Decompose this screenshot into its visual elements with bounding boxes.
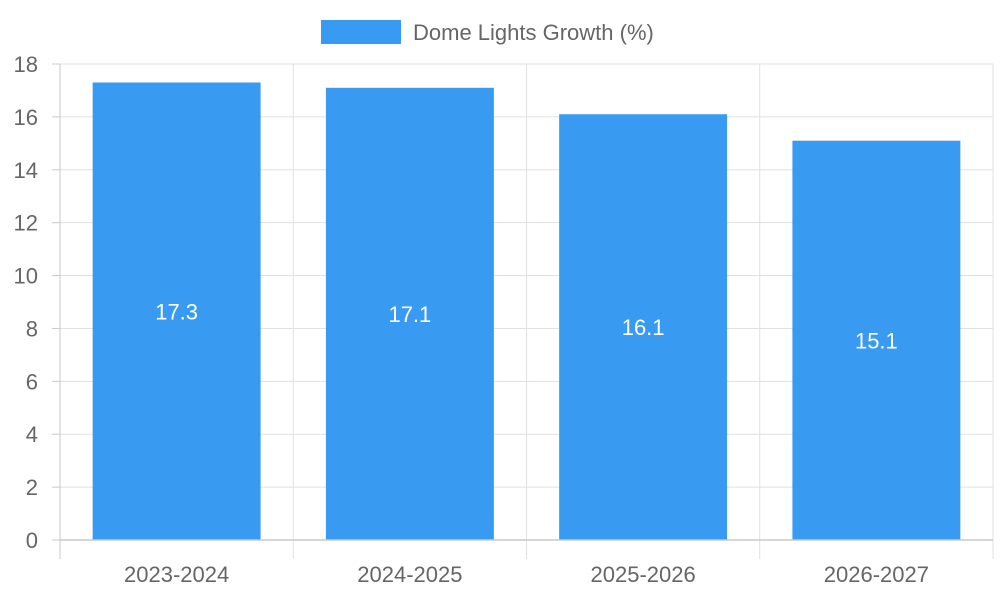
y-tick-label: 8 xyxy=(26,316,38,341)
data-label: 16.1 xyxy=(622,315,665,340)
bars xyxy=(92,82,961,541)
legend[interactable]: Dome Lights Growth (%) xyxy=(321,20,654,45)
x-tick-label: 2026-2027 xyxy=(824,562,929,587)
data-label: 17.3 xyxy=(155,299,198,324)
y-tick-label: 0 xyxy=(26,528,38,553)
y-tick-label: 6 xyxy=(26,369,38,394)
y-tick-label: 12 xyxy=(14,211,38,236)
data-label: 17.1 xyxy=(388,302,431,327)
x-tick-label: 2023-2024 xyxy=(124,562,229,587)
y-tick-label: 16 xyxy=(14,105,38,130)
axes xyxy=(52,63,993,541)
bar[interactable] xyxy=(325,87,494,541)
bar[interactable] xyxy=(559,114,728,540)
x-tick-labels: 2023-2024 2024-2025 2025-2026 2026-2027 xyxy=(124,562,929,587)
y-tick-label: 10 xyxy=(14,264,38,289)
data-label: 15.1 xyxy=(855,328,898,353)
x-tick-label: 2025-2026 xyxy=(591,562,696,587)
legend-swatch xyxy=(321,20,401,44)
y-tick-label: 4 xyxy=(26,422,38,447)
y-tick-label: 2 xyxy=(26,475,38,500)
y-tick-label: 18 xyxy=(14,52,38,77)
bar[interactable] xyxy=(92,82,261,540)
value-labels: 17.3 17.1 16.1 15.1 xyxy=(155,299,898,353)
y-tick-label: 14 xyxy=(14,158,38,183)
x-tick-label: 2024-2025 xyxy=(357,562,462,587)
y-tick-labels: 0 2 4 6 8 10 12 14 16 18 xyxy=(14,52,38,553)
legend-label: Dome Lights Growth (%) xyxy=(413,20,654,45)
bar[interactable] xyxy=(792,140,961,540)
